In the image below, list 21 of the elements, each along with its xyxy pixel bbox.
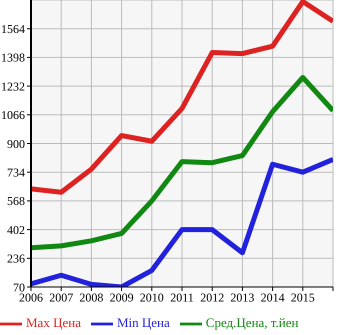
y-tick-label: 1398 xyxy=(1,50,25,65)
y-tick-label: 568 xyxy=(7,194,25,208)
x-tick-label: 2007 xyxy=(49,290,74,305)
x-tick-label: 2013 xyxy=(230,290,254,305)
legend-label: Сред.Цена, т.йен xyxy=(206,314,298,330)
x-tick-label: 2010 xyxy=(140,290,164,305)
x-tick-label: 2015 xyxy=(290,290,315,305)
y-tick-label: 1564 xyxy=(1,22,25,36)
y-tick-label: 900 xyxy=(7,136,25,151)
y-tick-label: 1066 xyxy=(1,108,25,122)
y-tick-label: 1232 xyxy=(1,79,25,94)
y-tick-label: 236 xyxy=(7,252,25,266)
x-tick-label: 2012 xyxy=(200,290,224,305)
legend-label: Max Цена xyxy=(26,314,81,330)
legend-label: Min Цена xyxy=(116,314,170,330)
x-tick-label: 2014 xyxy=(260,290,285,305)
x-tick-label: 2009 xyxy=(110,290,134,305)
y-tick-label: 734 xyxy=(7,165,25,180)
x-tick-label: 2008 xyxy=(79,290,104,305)
x-tick-label: 2011 xyxy=(170,290,194,305)
y-tick-label: 402 xyxy=(7,222,25,237)
